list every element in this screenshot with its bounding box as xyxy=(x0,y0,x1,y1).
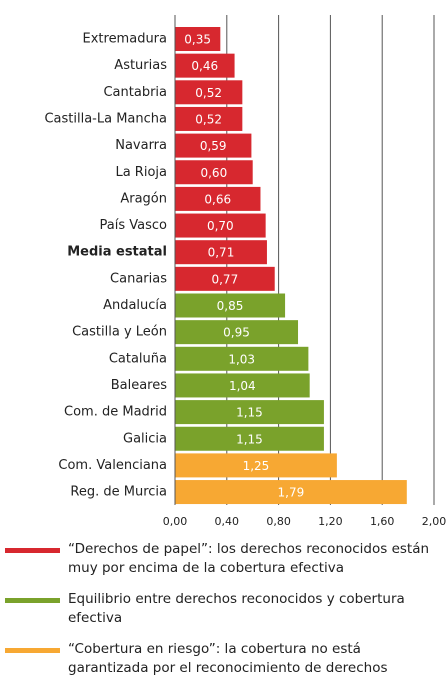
value-label: 0,70 xyxy=(207,219,234,233)
bar xyxy=(175,106,243,131)
value-label: 1,04 xyxy=(229,379,256,393)
bar xyxy=(175,240,267,265)
bar xyxy=(175,426,324,451)
value-label: 0,52 xyxy=(195,86,222,100)
bar xyxy=(175,373,310,398)
bar xyxy=(175,480,407,505)
legend-label: Equilibrio entre derechos reconocidos y … xyxy=(68,591,405,626)
bar xyxy=(175,346,309,371)
bar xyxy=(175,133,252,158)
value-label: 0,35 xyxy=(184,33,211,47)
bar xyxy=(175,80,243,105)
legend-swatch xyxy=(5,598,60,603)
value-label: 1,25 xyxy=(243,459,270,473)
legend-item: “Cobertura en riesgo”: la cobertura no e… xyxy=(0,640,448,690)
value-label: 1,79 xyxy=(278,486,305,500)
legend-label: “Cobertura en riesgo”: la cobertura no e… xyxy=(68,641,388,676)
bar xyxy=(175,320,299,345)
x-tick-label: 0,80 xyxy=(266,515,291,528)
y-tick-label: Galicia xyxy=(123,431,167,446)
value-label: 0,95 xyxy=(223,326,250,340)
bar xyxy=(175,27,221,51)
x-tick-label: 0,00 xyxy=(163,515,188,528)
value-label: 1,03 xyxy=(228,352,255,366)
value-label: 0,59 xyxy=(200,139,227,153)
chart: 0,00 0,40 0,80 1,20 1,60 2,00 Extremadura Astur… xyxy=(44,15,447,528)
legend-swatch xyxy=(5,548,60,553)
y-tick-label: Castilla y León xyxy=(72,325,167,340)
value-label: 0,52 xyxy=(195,112,222,126)
x-tick-label: 1,60 xyxy=(370,515,395,528)
x-tick-label: 0,40 xyxy=(215,515,240,528)
y-tick-label: Media estatal xyxy=(67,245,167,260)
value-label: 0,46 xyxy=(191,59,218,73)
y-tick-label: Castilla-La Mancha xyxy=(44,111,167,126)
y-tick-label: Baleares xyxy=(111,378,168,393)
value-label: 0,71 xyxy=(208,246,235,260)
y-tick-label: Canarias xyxy=(110,271,167,286)
legend-item: “Derechos de papel”: los derechos recono… xyxy=(0,540,448,590)
y-tick-label: Navarra xyxy=(115,138,167,153)
value-label: 0,66 xyxy=(204,192,231,206)
bar xyxy=(175,186,261,211)
bar xyxy=(175,213,266,238)
y-tick-label: Cataluña xyxy=(109,351,167,366)
legend-swatch xyxy=(5,648,60,653)
y-tick-label: La Rioja xyxy=(115,165,167,180)
value-label: 1,15 xyxy=(236,406,263,420)
value-label: 1,15 xyxy=(236,432,263,446)
bar xyxy=(175,453,337,478)
bar xyxy=(175,400,324,425)
y-tick-label: Com. Valenciana xyxy=(58,458,167,473)
y-tick-label: País Vasco xyxy=(100,218,168,233)
bar xyxy=(175,266,275,291)
legend: “Derechos de papel”: los derechos recono… xyxy=(0,540,448,690)
y-tick-label: Cantabria xyxy=(103,85,167,100)
bar xyxy=(175,53,235,78)
value-label: 0,60 xyxy=(200,166,227,180)
legend-item: Equilibrio entre derechos reconocidos y … xyxy=(0,590,448,640)
y-tick-label: Andalucía xyxy=(103,298,167,313)
x-tick-label: 1,20 xyxy=(318,515,343,528)
bar xyxy=(175,293,286,318)
legend-label: “Derechos de papel”: los derechos recono… xyxy=(68,541,430,576)
y-tick-label: Asturias xyxy=(114,58,167,73)
value-label: 0,77 xyxy=(211,272,238,286)
value-label: 0,85 xyxy=(217,299,244,313)
bar xyxy=(175,160,253,185)
y-tick-label: Com. de Madrid xyxy=(64,405,167,420)
x-tick-label: 2,00 xyxy=(422,515,447,528)
y-tick-label: Extremadura xyxy=(83,32,168,47)
y-tick-label: Aragón xyxy=(120,191,167,206)
y-tick-label: Reg. de Murcia xyxy=(70,485,167,500)
bars xyxy=(175,27,407,505)
